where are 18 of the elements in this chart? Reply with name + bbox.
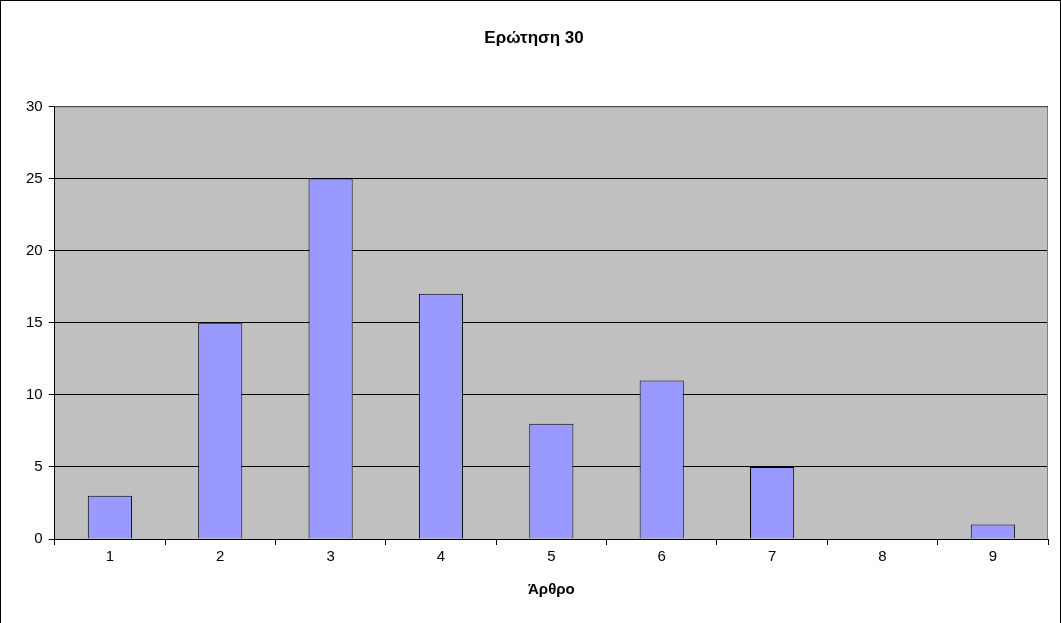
x-axis-title: Άρθρο — [528, 580, 575, 598]
x-tick-label: 1 — [105, 547, 115, 565]
x-tick-label: 6 — [657, 547, 666, 565]
y-tick-label: 25 — [26, 168, 43, 186]
x-tick-label: 3 — [326, 547, 335, 565]
chart-title: Ερώτηση 30 — [484, 27, 584, 47]
y-tick-label: 30 — [26, 96, 43, 114]
x-tick-label: 9 — [988, 547, 997, 565]
x-tick-label: 7 — [767, 547, 777, 565]
x-tick-label: 5 — [547, 547, 556, 565]
y-tick-label: 15 — [26, 312, 43, 330]
y-tick-label: 10 — [26, 384, 43, 402]
x-tick-label: 4 — [436, 547, 446, 565]
y-tick-label: 0 — [34, 529, 43, 547]
y-tick-label: 5 — [34, 457, 43, 475]
x-tick-label: 2 — [216, 547, 225, 565]
x-tick-label: 8 — [878, 547, 887, 565]
y-tick-label: 20 — [26, 240, 43, 258]
